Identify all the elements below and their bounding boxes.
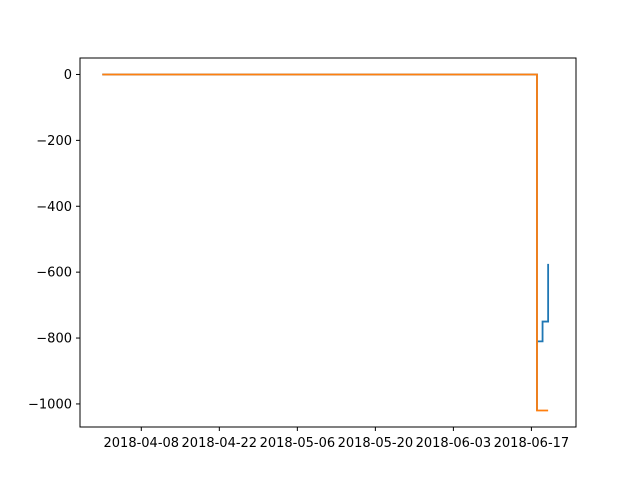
x-tick-label: 2018-05-20 [338,436,414,451]
x-tick-label: 2018-06-17 [494,436,570,451]
x-tick-label: 2018-06-03 [416,436,492,451]
y-tick-label: −600 [36,266,72,281]
y-tick-label: −400 [36,200,72,215]
x-tick-label: 2018-04-22 [182,436,258,451]
y-tick-label: 0 [64,68,72,83]
x-tick-label: 2018-04-08 [104,436,180,451]
y-tick-label: −800 [36,332,72,347]
series-line-2 [102,73,549,412]
y-tick-label: −1000 [28,397,72,412]
plot-area [80,58,576,427]
x-tick-label: 2018-05-06 [260,436,336,451]
axes-frame [79,57,577,428]
y-tick-label: −200 [36,134,72,149]
y-axis-ticks: 0 −200 −400 −600 −800 −1000 [28,68,80,412]
series-layer [102,73,550,412]
x-axis-ticks: 2018-04-08 2018-04-22 2018-05-06 2018-05-20… [104,427,570,451]
